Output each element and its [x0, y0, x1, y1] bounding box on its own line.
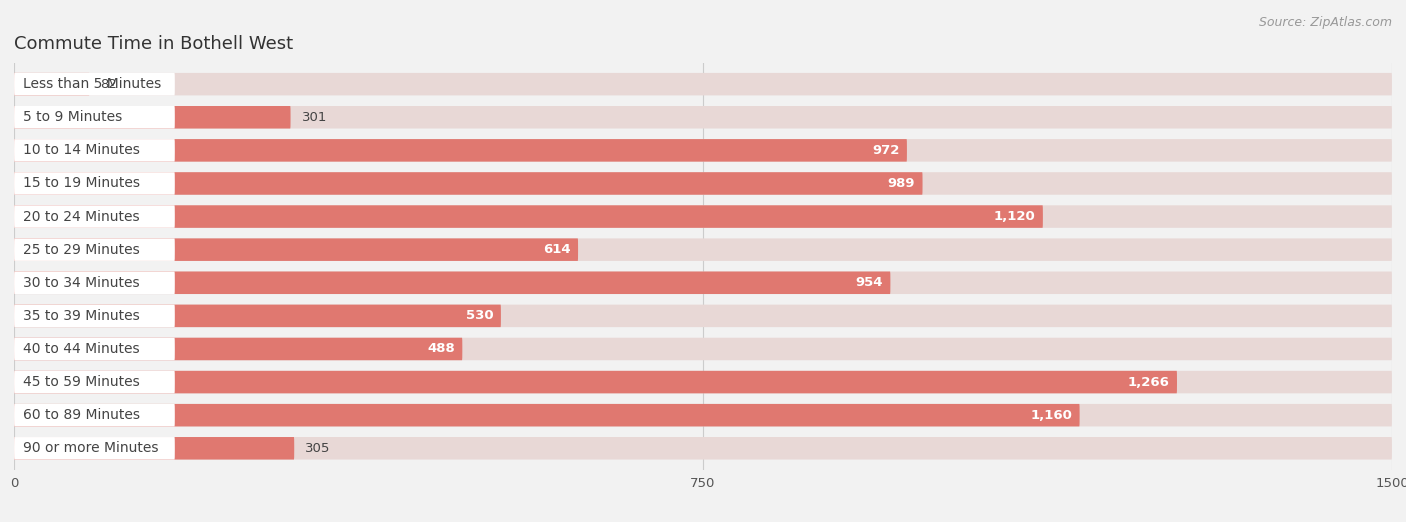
Text: Less than 5 Minutes: Less than 5 Minutes	[24, 77, 162, 91]
FancyBboxPatch shape	[14, 404, 1392, 426]
Text: 301: 301	[301, 111, 328, 124]
Text: 488: 488	[427, 342, 456, 355]
Text: 5 to 9 Minutes: 5 to 9 Minutes	[24, 110, 122, 124]
FancyBboxPatch shape	[14, 205, 174, 228]
FancyBboxPatch shape	[14, 106, 1392, 128]
FancyBboxPatch shape	[14, 371, 1177, 394]
FancyBboxPatch shape	[14, 305, 501, 327]
FancyBboxPatch shape	[14, 172, 922, 195]
FancyBboxPatch shape	[14, 73, 1392, 96]
Text: 60 to 89 Minutes: 60 to 89 Minutes	[24, 408, 141, 422]
FancyBboxPatch shape	[14, 106, 291, 128]
FancyBboxPatch shape	[14, 338, 1392, 360]
Text: 82: 82	[100, 78, 117, 91]
Text: Source: ZipAtlas.com: Source: ZipAtlas.com	[1258, 16, 1392, 29]
FancyBboxPatch shape	[14, 437, 174, 459]
FancyBboxPatch shape	[14, 305, 1392, 327]
Text: 15 to 19 Minutes: 15 to 19 Minutes	[24, 176, 141, 191]
FancyBboxPatch shape	[14, 271, 890, 294]
FancyBboxPatch shape	[14, 106, 174, 128]
FancyBboxPatch shape	[14, 338, 463, 360]
Text: 954: 954	[855, 276, 883, 289]
Text: 35 to 39 Minutes: 35 to 39 Minutes	[24, 309, 141, 323]
Text: 614: 614	[543, 243, 571, 256]
Text: 972: 972	[872, 144, 900, 157]
Text: 20 to 24 Minutes: 20 to 24 Minutes	[24, 209, 139, 223]
Text: Commute Time in Bothell West: Commute Time in Bothell West	[14, 35, 294, 53]
Text: 1,120: 1,120	[994, 210, 1036, 223]
FancyBboxPatch shape	[14, 172, 174, 195]
Text: 1,160: 1,160	[1031, 409, 1073, 422]
FancyBboxPatch shape	[14, 404, 1080, 426]
Text: 989: 989	[887, 177, 915, 190]
FancyBboxPatch shape	[14, 205, 1392, 228]
FancyBboxPatch shape	[14, 139, 907, 162]
FancyBboxPatch shape	[14, 205, 1043, 228]
FancyBboxPatch shape	[14, 73, 90, 96]
FancyBboxPatch shape	[14, 437, 294, 459]
FancyBboxPatch shape	[14, 271, 174, 294]
FancyBboxPatch shape	[14, 172, 1392, 195]
FancyBboxPatch shape	[14, 371, 174, 394]
Text: 45 to 59 Minutes: 45 to 59 Minutes	[24, 375, 141, 389]
FancyBboxPatch shape	[14, 139, 1392, 162]
FancyBboxPatch shape	[14, 437, 1392, 459]
Text: 530: 530	[465, 310, 494, 323]
FancyBboxPatch shape	[14, 305, 174, 327]
Text: 40 to 44 Minutes: 40 to 44 Minutes	[24, 342, 139, 356]
Text: 1,266: 1,266	[1128, 375, 1170, 388]
FancyBboxPatch shape	[14, 73, 174, 96]
FancyBboxPatch shape	[14, 239, 578, 261]
FancyBboxPatch shape	[14, 338, 174, 360]
FancyBboxPatch shape	[14, 239, 174, 261]
FancyBboxPatch shape	[14, 139, 174, 162]
Text: 90 or more Minutes: 90 or more Minutes	[24, 441, 159, 455]
FancyBboxPatch shape	[14, 371, 1392, 394]
Text: 30 to 34 Minutes: 30 to 34 Minutes	[24, 276, 139, 290]
Text: 10 to 14 Minutes: 10 to 14 Minutes	[24, 144, 141, 157]
FancyBboxPatch shape	[14, 239, 1392, 261]
FancyBboxPatch shape	[14, 404, 174, 426]
Text: 25 to 29 Minutes: 25 to 29 Minutes	[24, 243, 141, 257]
Text: 305: 305	[305, 442, 330, 455]
FancyBboxPatch shape	[14, 271, 1392, 294]
